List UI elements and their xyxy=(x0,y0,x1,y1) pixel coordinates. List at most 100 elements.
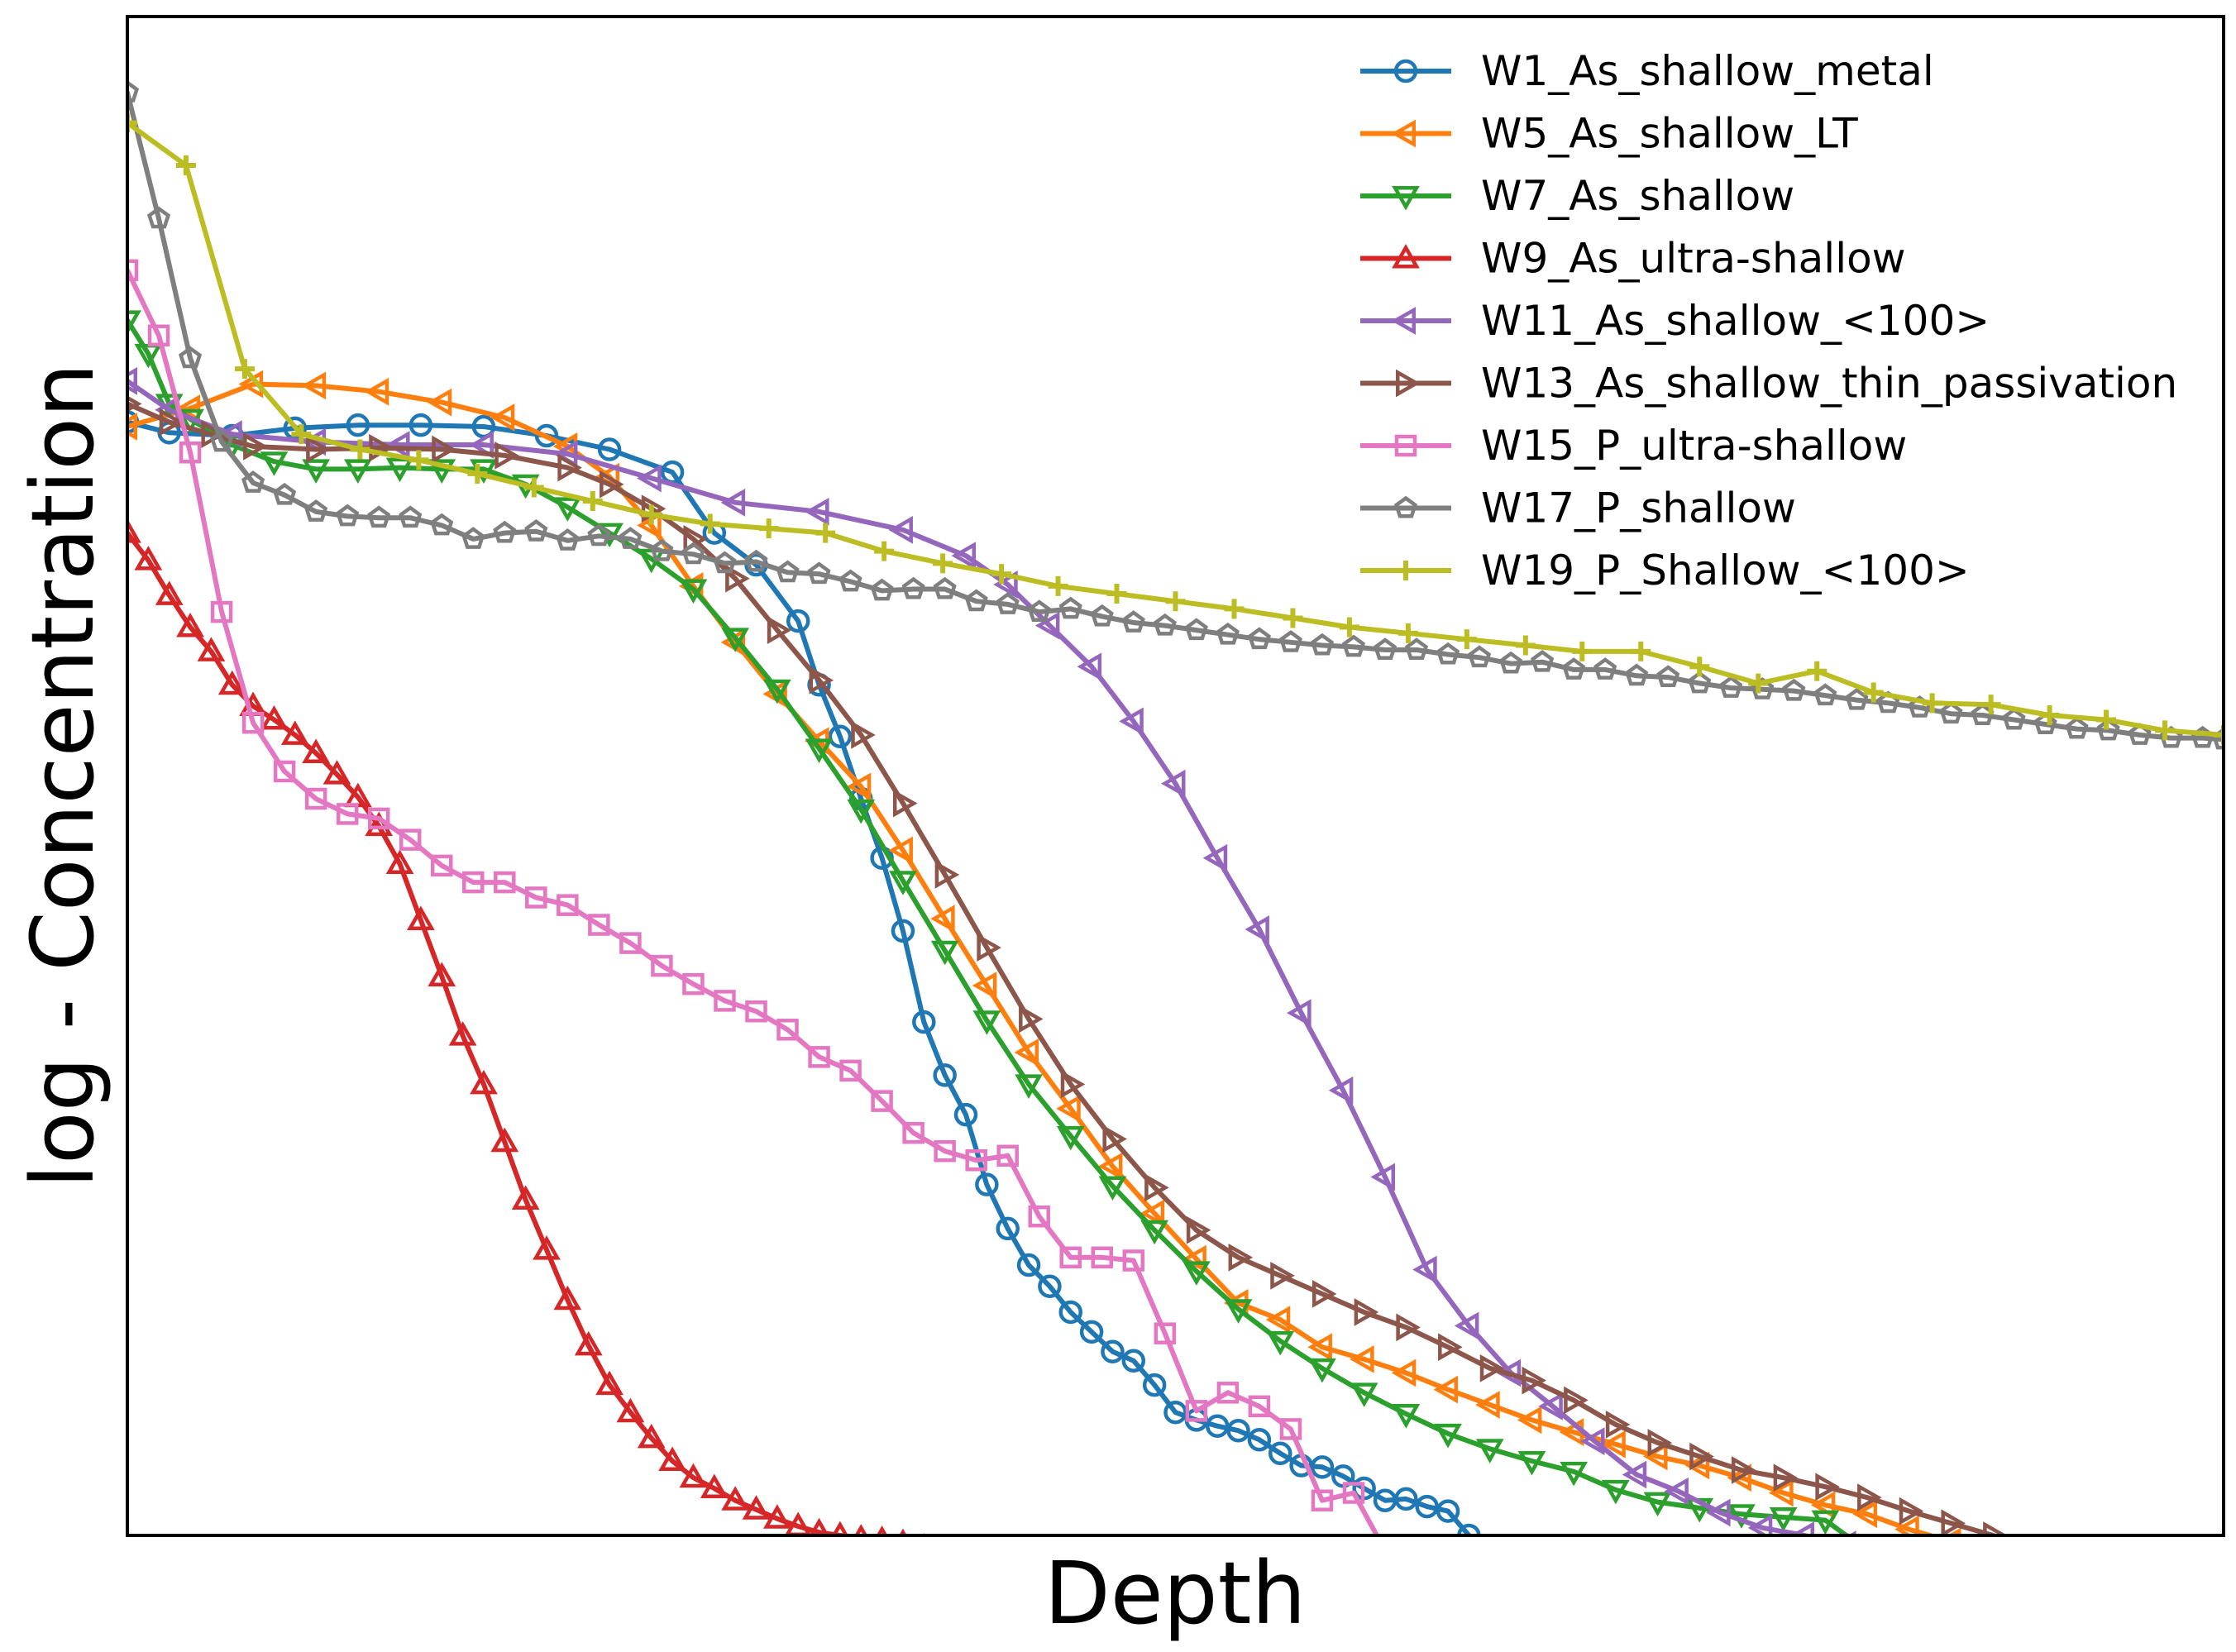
data-point-w19-p-shallow-100 xyxy=(467,463,488,484)
legend-item-w1-as-shallow-metal: W1_As_shallow_metal xyxy=(1360,47,1934,95)
data-point-w17-p-shallow xyxy=(210,429,234,452)
data-point-w7-as-shallow xyxy=(1560,1461,1589,1487)
data-point-w15-p-ultra-shallow xyxy=(241,711,265,734)
data-point-w13-as-shallow-thin-passivation xyxy=(767,616,792,645)
data-point-w17-p-shallow xyxy=(1468,645,1492,668)
series-w15-p-ultra-shallow xyxy=(127,259,1380,1535)
data-point-w17-p-shallow xyxy=(178,346,203,369)
data-point-w19-p-shallow-100 xyxy=(1631,641,1651,661)
data-point-w17-p-shallow xyxy=(2096,718,2120,741)
data-point-w7-as-shallow xyxy=(1224,1299,1253,1324)
data-point-w17-p-shallow xyxy=(556,528,580,551)
series-line-w11-as-shallow-100 xyxy=(127,378,1817,1535)
data-point-w1-as-shallow-metal xyxy=(471,414,496,439)
legend-label: W1_As_shallow_metal xyxy=(1481,47,1934,95)
data-point-w17-p-shallow xyxy=(1625,663,1649,686)
data-point-w7-as-shallow xyxy=(553,497,582,522)
legend-label: W17_P_shallow xyxy=(1481,485,1796,532)
data-point-w13-as-shallow-thin-passivation xyxy=(892,789,918,818)
data-point-w17-p-shallow xyxy=(1656,665,1680,688)
data-point-w5-as-shallow-lt xyxy=(1601,1430,1626,1459)
data-point-w5-as-shallow-lt xyxy=(1265,1306,1291,1334)
data-point-w9-as-ultra-shallow xyxy=(385,849,414,875)
data-point-w7-as-shallow xyxy=(1475,1439,1504,1463)
data-point-w7-as-shallow xyxy=(302,459,331,484)
data-point-w1-as-shallow-metal xyxy=(891,919,915,943)
data-point-w13-as-shallow-thin-passivation xyxy=(1228,1243,1254,1272)
data-point-w1-as-shallow-metal xyxy=(1457,1523,1481,1535)
data-point-w17-p-shallow xyxy=(1688,671,1712,694)
data-point-w9-as-ultra-shallow xyxy=(448,1021,477,1046)
data-point-w17-p-shallow xyxy=(1247,627,1271,650)
data-point-w15-p-ultra-shallow xyxy=(1122,1249,1145,1272)
data-point-w15-p-ultra-shallow xyxy=(745,1000,767,1023)
data-point-w17-p-shallow xyxy=(1436,642,1460,665)
data-point-w1-as-shallow-metal xyxy=(1268,1441,1292,1466)
data-point-w19-p-shallow-100 xyxy=(1922,693,1942,714)
data-point-w13-as-shallow-thin-passivation xyxy=(1270,1261,1295,1290)
legend-swatch-marker xyxy=(1396,369,1421,398)
data-point-w15-p-ultra-shallow xyxy=(1311,1489,1334,1511)
data-point-w7-as-shallow xyxy=(1015,1074,1043,1099)
legend-swatch-marker xyxy=(1396,561,1416,580)
legend: W1_As_shallow_metal W5_As_shallow_LT W7_As… xyxy=(1360,47,2177,594)
data-point-w1-as-shallow-metal xyxy=(828,724,853,748)
legend-item-w19-p-shallow-100: W19_P_Shallow_<100> xyxy=(1360,547,1970,594)
data-point-w9-as-ultra-shallow xyxy=(322,760,351,785)
data-point-w5-as-shallow-lt xyxy=(127,413,137,441)
data-point-w17-p-shallow xyxy=(1310,633,1335,656)
data-point-w17-p-shallow xyxy=(2002,707,2026,730)
data-point-w5-as-shallow-lt xyxy=(1684,1451,1710,1480)
data-point-w9-as-ultra-shallow xyxy=(155,580,184,605)
data-point-w17-p-shallow xyxy=(524,518,548,542)
data-point-w1-as-shallow-metal xyxy=(1205,1414,1230,1438)
legend-label: W9_As_ultra-shallow xyxy=(1481,235,1906,283)
data-point-w9-as-ultra-shallow xyxy=(553,1285,582,1311)
data-point-w13-as-shallow-thin-passivation xyxy=(1060,1070,1086,1099)
data-point-w19-p-shallow-100 xyxy=(1106,584,1127,604)
data-point-w19-p-shallow-100 xyxy=(700,513,720,534)
data-point-w7-as-shallow xyxy=(1643,1492,1672,1517)
data-point-w19-p-shallow-100 xyxy=(234,359,255,380)
data-point-w17-p-shallow xyxy=(964,589,988,612)
data-point-w7-as-shallow xyxy=(805,738,834,763)
data-point-w17-p-shallow xyxy=(2033,712,2057,735)
data-point-w13-as-shallow-thin-passivation xyxy=(600,470,624,499)
data-point-w13-as-shallow-thin-passivation xyxy=(1731,1456,1756,1484)
legend-swatch-marker xyxy=(1394,434,1417,457)
data-point-w13-as-shallow-thin-passivation xyxy=(1102,1124,1127,1153)
legend-swatch-marker xyxy=(1393,495,1418,518)
data-point-w11-as-shallow-100 xyxy=(637,464,662,493)
data-point-w17-p-shallow xyxy=(681,542,705,565)
data-point-w17-p-shallow xyxy=(1499,651,1523,674)
data-point-w13-as-shallow-thin-passivation xyxy=(1899,1497,1924,1525)
data-point-w9-as-ultra-shallow xyxy=(742,1495,771,1520)
data-point-w13-as-shallow-thin-passivation xyxy=(1522,1366,1546,1395)
data-point-w11-as-shallow-100 xyxy=(1119,707,1144,736)
data-point-w5-as-shallow-lt xyxy=(301,371,327,400)
legend-item-w7-as-shallow: W7_As_shallow xyxy=(1360,172,1794,220)
data-point-w17-p-shallow xyxy=(127,80,140,103)
data-point-w17-p-shallow xyxy=(1373,637,1398,660)
data-point-w7-as-shallow xyxy=(1098,1176,1127,1201)
data-point-w19-p-shallow-100 xyxy=(175,155,196,176)
data-point-w17-p-shallow xyxy=(1562,657,1586,680)
data-point-w17-p-shallow xyxy=(1593,657,1617,680)
data-point-w1-as-shallow-metal xyxy=(408,413,433,437)
data-point-w7-as-shallow xyxy=(1517,1450,1546,1476)
data-point-w5-as-shallow-lt xyxy=(175,394,201,423)
data-point-w13-as-shallow-thin-passivation xyxy=(977,933,1001,962)
data-point-w5-as-shallow-lt xyxy=(1097,1152,1123,1181)
data-point-w19-p-shallow-100 xyxy=(641,504,662,525)
data-point-w15-p-ultra-shallow xyxy=(399,828,422,851)
data-point-w11-as-shallow-100 xyxy=(951,542,976,571)
data-point-w7-as-shallow xyxy=(1434,1423,1462,1449)
data-point-w17-p-shallow xyxy=(1121,610,1145,633)
data-point-w15-p-ultra-shallow xyxy=(996,1144,1019,1167)
data-point-w15-p-ultra-shallow xyxy=(462,871,485,894)
data-point-w9-as-ultra-shallow xyxy=(721,1486,750,1511)
data-point-w13-as-shallow-thin-passivation xyxy=(1689,1442,1714,1471)
data-point-w7-as-shallow xyxy=(385,457,414,483)
legend-item-w5-as-shallow-lt: W5_As_shallow_LT xyxy=(1360,110,1858,158)
data-point-w15-p-ultra-shallow xyxy=(902,1121,924,1144)
